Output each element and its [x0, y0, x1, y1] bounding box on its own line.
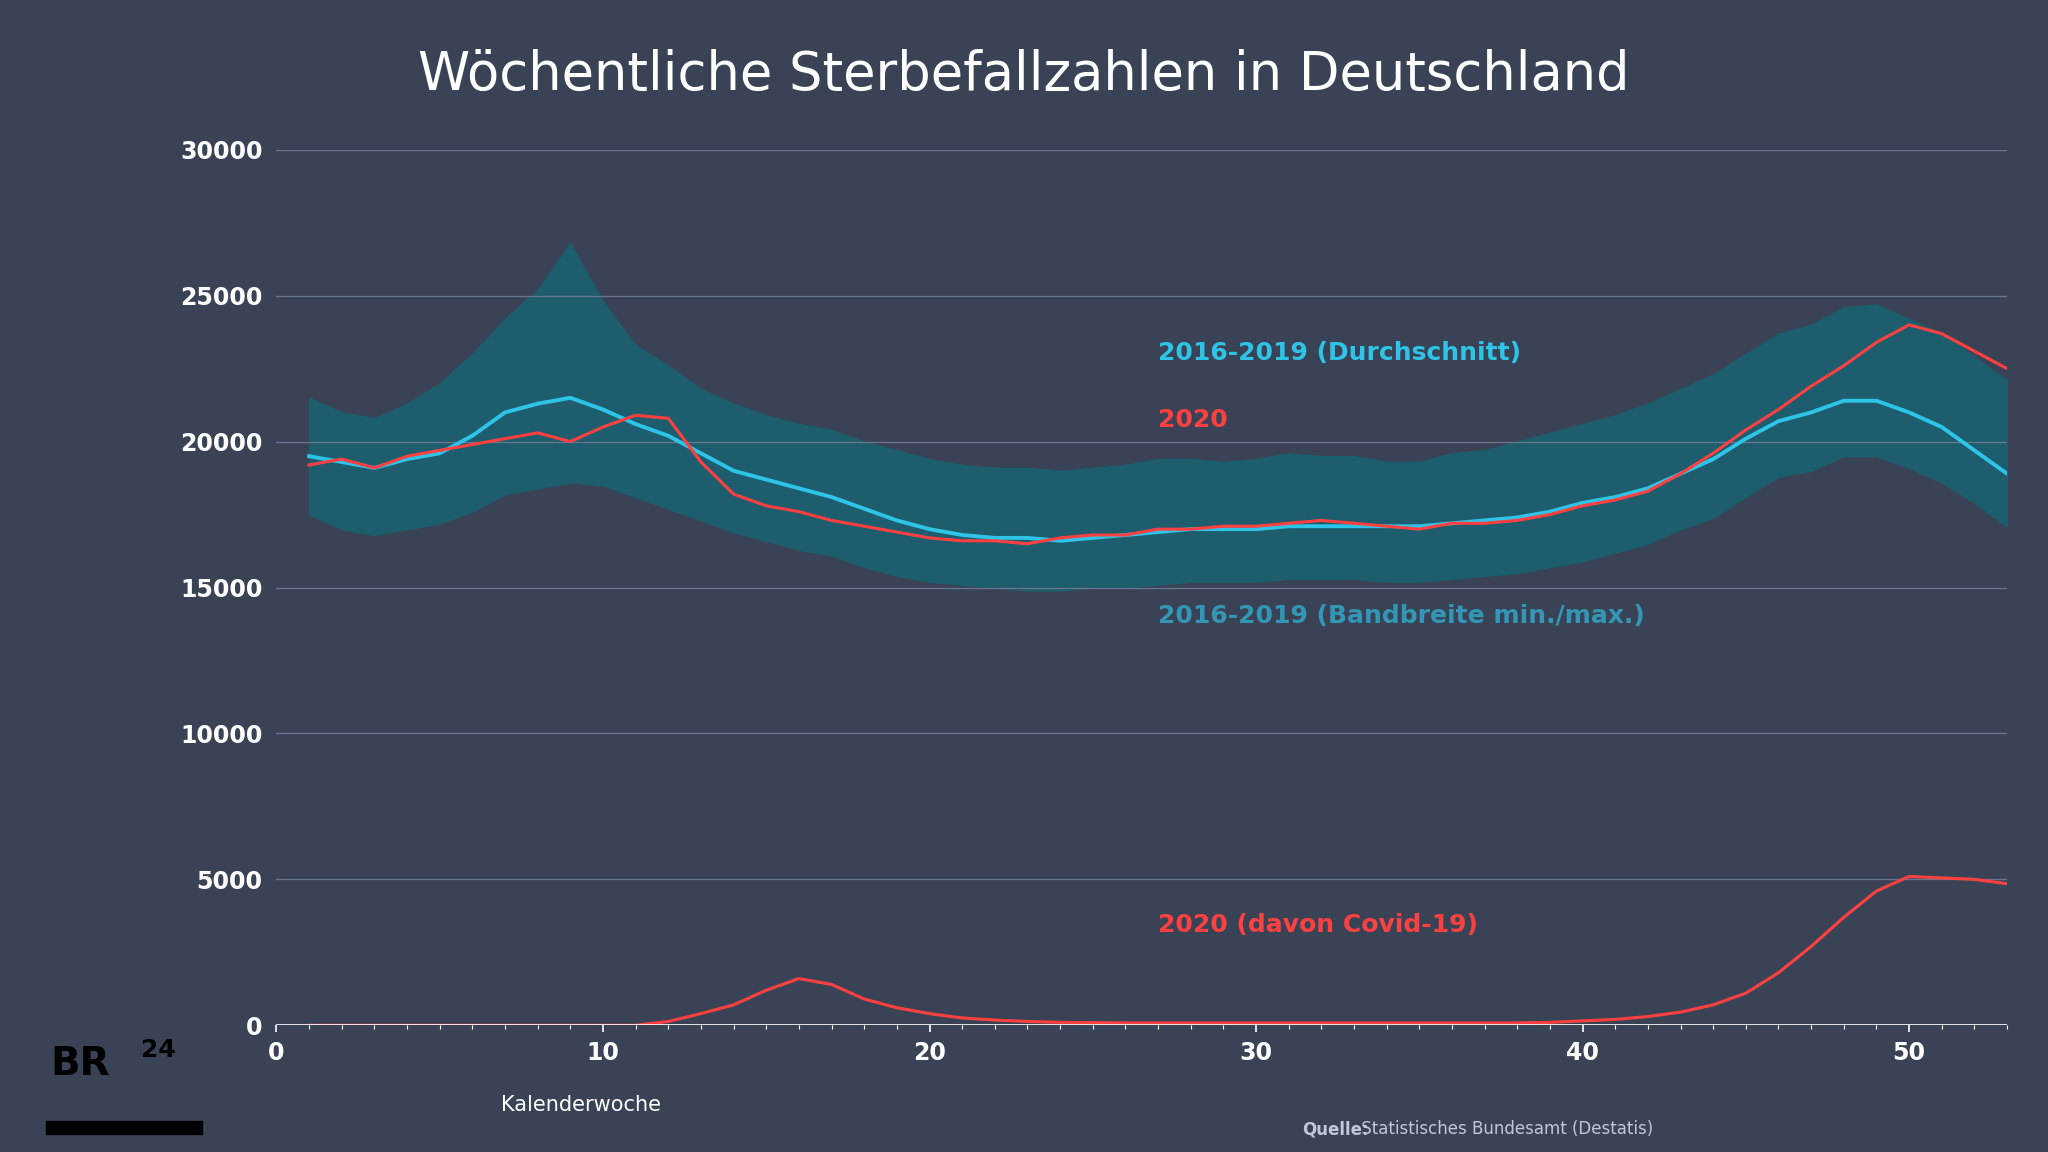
Text: 24: 24 [141, 1038, 176, 1062]
Text: BR: BR [51, 1045, 111, 1083]
Bar [45, 1121, 203, 1134]
Text: Wöchentliche Sterbefallzahlen in Deutschland: Wöchentliche Sterbefallzahlen in Deutsch… [418, 48, 1630, 101]
Text: Kalenderwoche: Kalenderwoche [502, 1096, 662, 1115]
Text: 2016-2019 (Bandbreite min./max.): 2016-2019 (Bandbreite min./max.) [1157, 604, 1645, 628]
Text: 2016-2019 (Durchschnitt): 2016-2019 (Durchschnitt) [1157, 341, 1522, 365]
Text: 2020 (davon Covid-19): 2020 (davon Covid-19) [1157, 912, 1479, 937]
Text: Statistisches Bundesamt (Destatis): Statistisches Bundesamt (Destatis) [1356, 1120, 1653, 1138]
Text: 2020: 2020 [1157, 408, 1229, 432]
Text: Quelle:: Quelle: [1303, 1120, 1370, 1138]
